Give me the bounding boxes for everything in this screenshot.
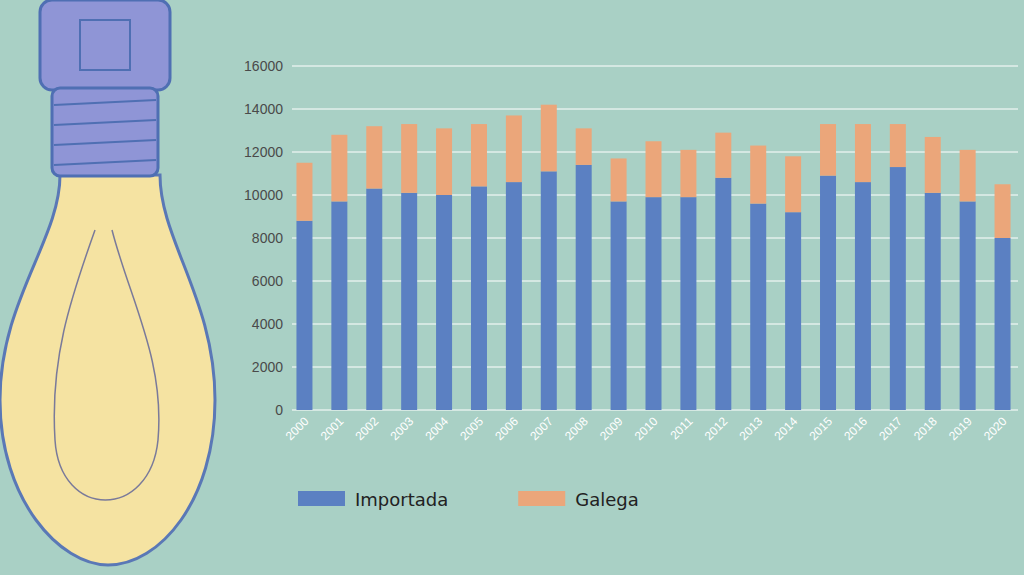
bar — [506, 182, 522, 410]
bulb-socket-detail — [80, 20, 130, 70]
bars — [296, 105, 1010, 410]
bar — [890, 124, 906, 167]
bar — [471, 124, 487, 186]
bar — [611, 158, 627, 201]
x-tick-label: 2004 — [422, 414, 451, 443]
x-tick-label: 2006 — [492, 414, 521, 443]
legend-swatch — [298, 491, 345, 506]
x-tick-label: 2015 — [806, 414, 835, 443]
bar — [785, 212, 801, 410]
bar — [436, 128, 452, 195]
bar — [715, 133, 731, 178]
bar — [855, 124, 871, 182]
x-tick-label: 2008 — [562, 414, 591, 443]
bulb-thread-line — [54, 160, 156, 165]
x-tick-label: 2002 — [353, 414, 382, 443]
bar — [925, 137, 941, 193]
y-tick-label: 2000 — [252, 359, 283, 375]
bar — [506, 115, 522, 182]
bulb-socket — [40, 0, 170, 90]
y-tick-label: 14000 — [244, 101, 283, 117]
bar — [646, 197, 662, 410]
y-tick-label: 6000 — [252, 273, 283, 289]
legend-label: Importada — [355, 489, 448, 510]
bar — [401, 124, 417, 193]
bar — [995, 184, 1011, 238]
x-tick-label: 2001 — [318, 414, 347, 443]
bar — [680, 150, 696, 197]
x-tick-label: 2011 — [667, 414, 695, 442]
bar — [820, 176, 836, 410]
x-tick-label: 2003 — [388, 414, 417, 443]
x-tick-label: 2019 — [946, 414, 975, 443]
bar — [855, 182, 871, 410]
bulb-illustration — [0, 0, 215, 565]
y-tick-label: 12000 — [244, 144, 283, 160]
bar — [471, 186, 487, 410]
y-tick-label: 0 — [275, 402, 283, 418]
bar — [646, 141, 662, 197]
bar — [331, 201, 347, 410]
x-tick-label: 2018 — [911, 414, 940, 443]
bar — [436, 195, 452, 410]
chart: 0200040006000800010000120001400016000200… — [0, 0, 1024, 575]
x-tick-label: 2016 — [841, 414, 870, 443]
bar — [576, 165, 592, 410]
x-tick-label: 2009 — [597, 414, 626, 443]
bulb-glass — [0, 175, 215, 565]
x-tick-label: 2000 — [283, 414, 312, 443]
legend-swatch — [518, 491, 565, 506]
bulb-thread-line — [54, 140, 156, 145]
x-tick-label: 2007 — [527, 414, 556, 443]
bulb-filament — [54, 230, 159, 500]
bulb-thread-line — [54, 100, 156, 105]
bar — [750, 204, 766, 410]
legend-label: Galega — [575, 489, 639, 510]
bar — [715, 178, 731, 410]
bar — [331, 135, 347, 202]
x-tick-label: 2010 — [632, 414, 661, 443]
bar — [750, 146, 766, 204]
bulb-thread-line — [54, 120, 156, 125]
grid — [292, 66, 1018, 410]
x-tick-label: 2012 — [702, 414, 731, 443]
bar — [680, 197, 696, 410]
bar — [611, 201, 627, 410]
x-tick-label: 2014 — [771, 414, 800, 443]
bar — [995, 238, 1011, 410]
grid-line — [292, 66, 1018, 67]
y-tick-label: 4000 — [252, 316, 283, 332]
x-tick-label: 2013 — [737, 414, 766, 443]
bar — [890, 167, 906, 410]
bar — [960, 150, 976, 202]
background — [0, 0, 1024, 575]
bar — [401, 193, 417, 410]
bar — [925, 193, 941, 410]
bar — [296, 163, 312, 221]
bar — [960, 201, 976, 410]
bar — [541, 171, 557, 410]
bulb-thread — [52, 88, 158, 176]
bar — [541, 105, 557, 172]
y-tick-label: 16000 — [244, 58, 283, 74]
x-tick-label: 2005 — [457, 414, 486, 443]
bar — [820, 124, 836, 176]
grid-line — [292, 109, 1018, 110]
x-tick-label: 2020 — [981, 414, 1010, 443]
bar — [785, 156, 801, 212]
bar — [296, 221, 312, 410]
bar — [576, 128, 592, 165]
bar — [366, 126, 382, 188]
y-tick-label: 10000 — [244, 187, 283, 203]
x-tick-label: 2017 — [876, 414, 905, 443]
y-tick-label: 8000 — [252, 230, 283, 246]
bar — [366, 189, 382, 410]
legend: Importada Galega — [298, 489, 639, 510]
